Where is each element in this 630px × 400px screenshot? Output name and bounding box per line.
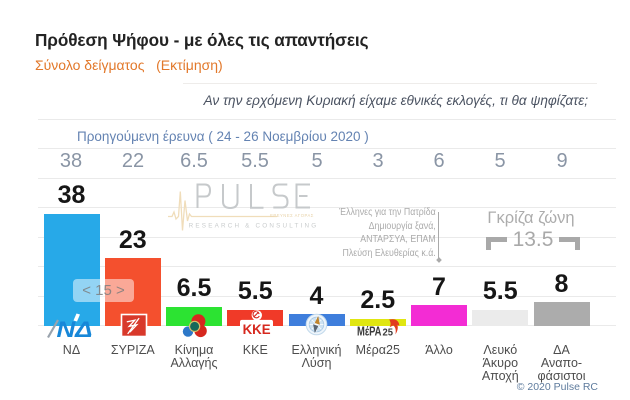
- svg-text:ΚΚΕ: ΚΚΕ: [243, 322, 271, 337]
- svg-text:ΝΔ: ΝΔ: [57, 317, 93, 342]
- svg-text:ΕΡΕΥΝΕΣ ΑΓΟΡΑΣ: ΕΡΕΥΝΕΣ ΑΓΟΡΑΣ: [270, 213, 314, 218]
- svg-text:RESEARCH & CONSULTING: RESEARCH & CONSULTING: [189, 223, 319, 230]
- svg-text:25: 25: [383, 328, 394, 339]
- svg-text:ΜέΡΑ: ΜέΡΑ: [357, 324, 382, 338]
